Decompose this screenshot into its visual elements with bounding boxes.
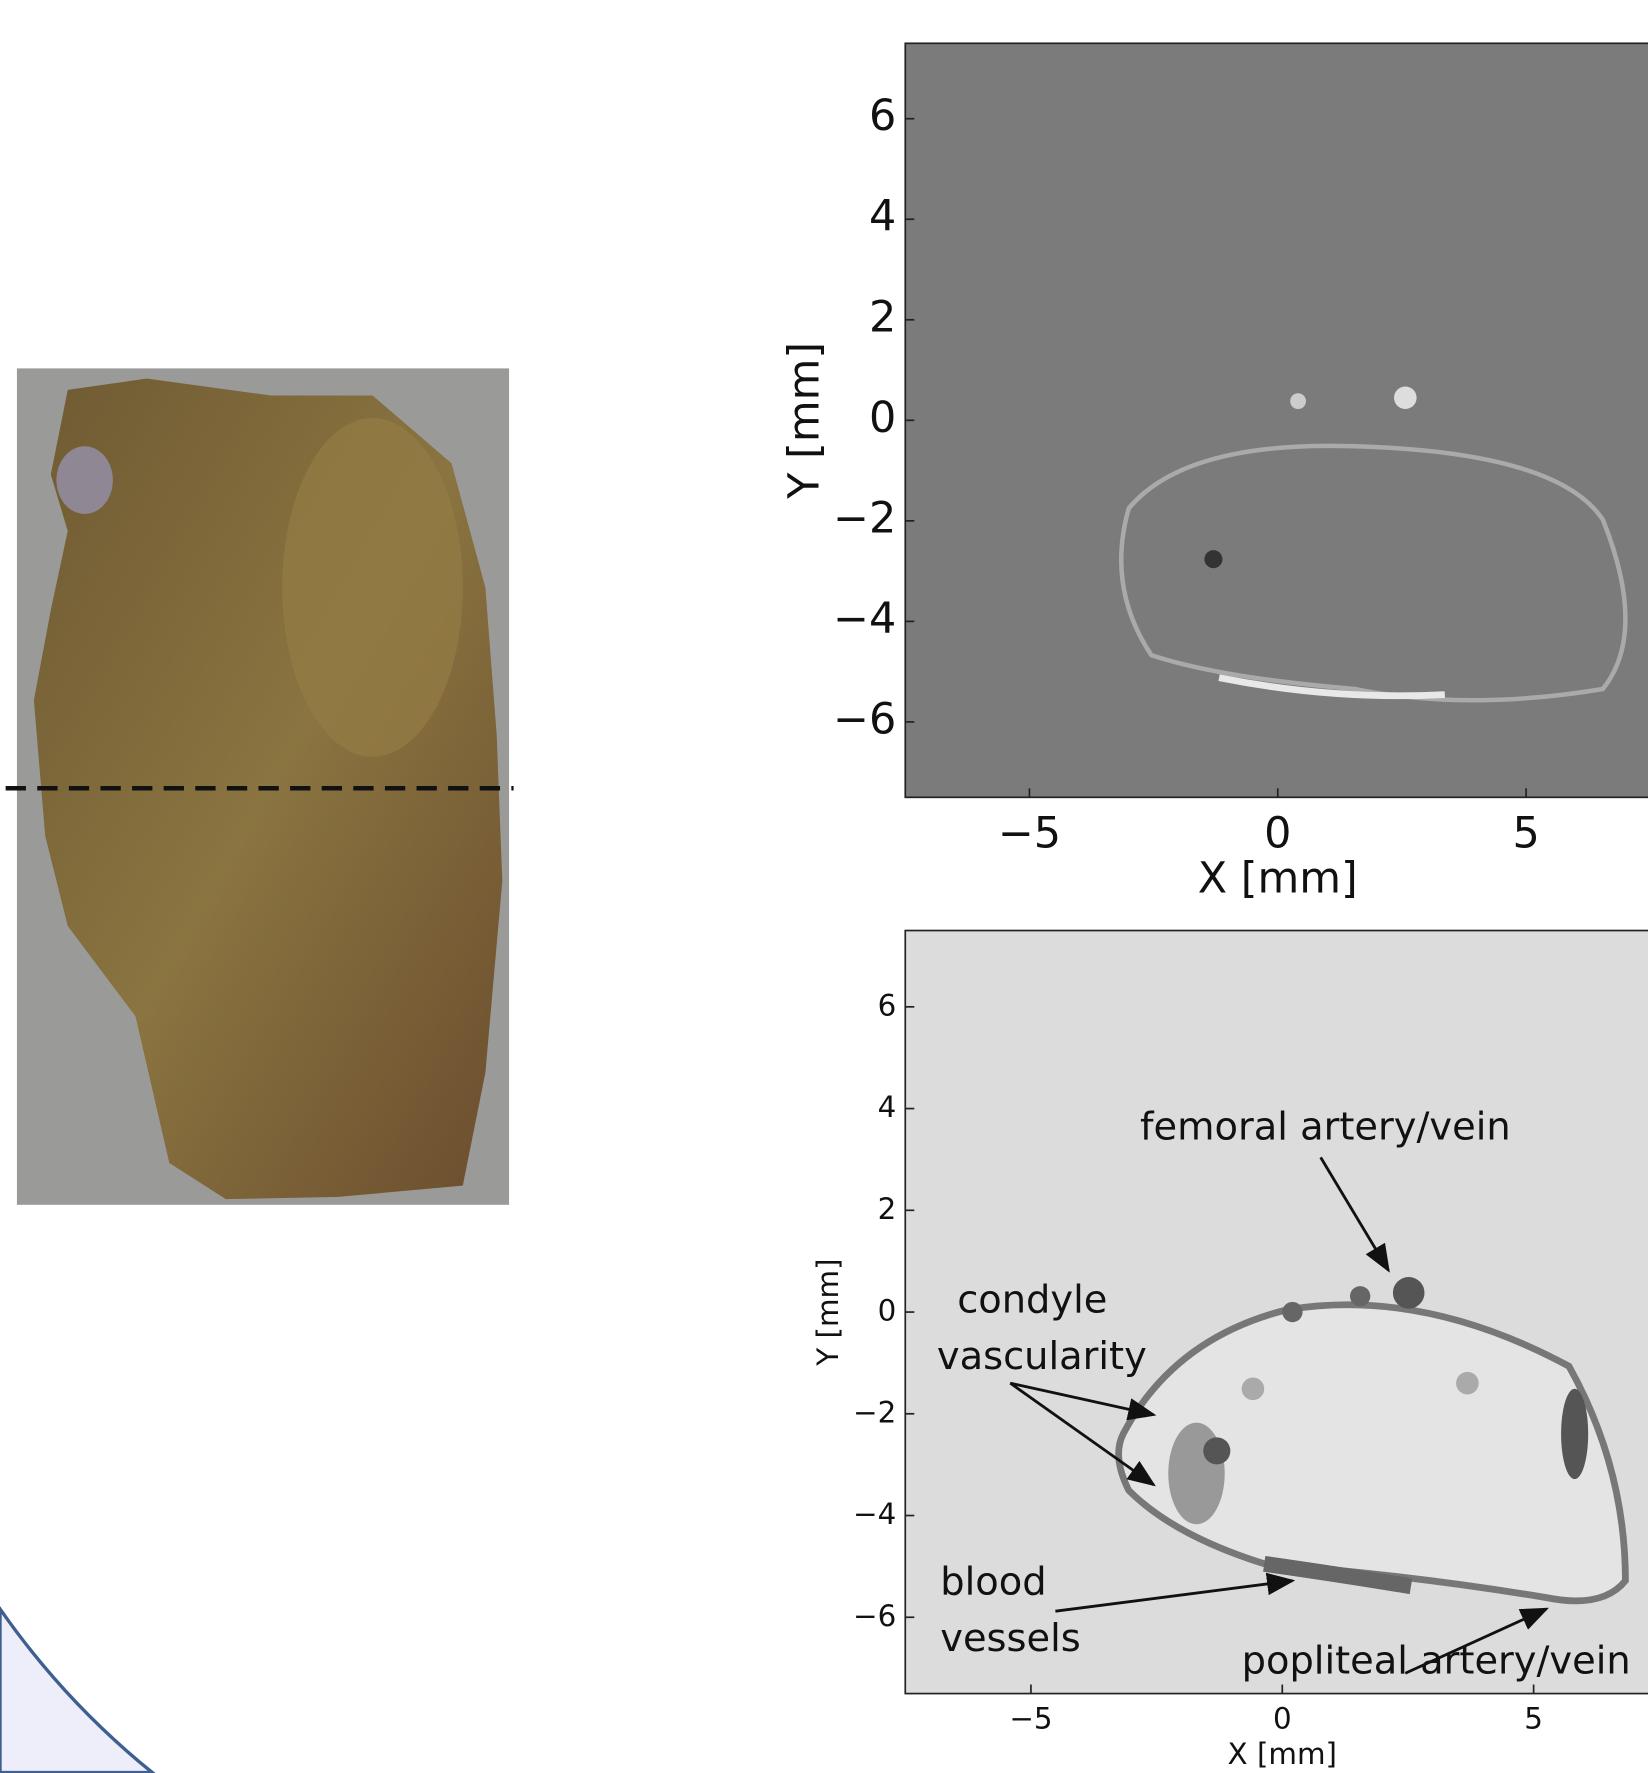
y-tick-label: 0 <box>878 1294 897 1328</box>
page: {"chart_data": [ {"type": "image", "xlab… <box>0 0 1648 1773</box>
y-tick-label: −4 <box>833 594 896 644</box>
y-tick-label: −2 <box>833 493 896 543</box>
y-tick-label: 6 <box>869 91 896 141</box>
x-tick-label: −5 <box>998 808 1061 858</box>
annotation: vascularity <box>937 1334 1147 1379</box>
annotation: popliteal artery/vein <box>1242 1639 1631 1684</box>
y-tick-label: 6 <box>878 988 897 1022</box>
y-tick-label: −6 <box>853 1599 896 1633</box>
x-tick-label: 5 <box>1512 808 1539 858</box>
annotation: condyle <box>957 1277 1107 1322</box>
y-tick-label: 2 <box>878 1192 897 1226</box>
y-tick-label: 4 <box>878 1090 897 1124</box>
x-tick-label: 0 <box>1273 1701 1292 1735</box>
annotation: blood <box>940 1560 1046 1605</box>
x-tick-label: 0 <box>1264 808 1291 858</box>
y-axis-label: Y [mm] <box>780 342 830 500</box>
y-tick-label: 0 <box>869 393 896 443</box>
y-tick-label: 2 <box>869 292 896 342</box>
ct-image-top <box>905 43 1648 797</box>
x-axis-label: X [mm] <box>1198 853 1358 903</box>
y-tick-label: −2 <box>853 1395 896 1429</box>
figure: −5 0 5 −6 −4 −2 0 2 4 6 X [mm] Y [mm] −5 0 5 −6 −4 −2 0 2 4 6… <box>0 0 1648 1773</box>
annotation: femoral artery/vein <box>1140 1105 1511 1150</box>
x-axis-label: X [mm] <box>1228 1737 1337 1771</box>
y-tick-label: −4 <box>853 1497 896 1531</box>
y-axis-label: Y [mm] <box>811 1258 845 1366</box>
y-tick-label: 4 <box>869 192 896 242</box>
y-tick-label: −6 <box>833 694 896 744</box>
x-tick-label: −5 <box>1009 1701 1052 1735</box>
annotation: vessels <box>940 1616 1081 1661</box>
x-tick-label: 5 <box>1524 1701 1543 1735</box>
decor-arc <box>0 1609 152 1773</box>
